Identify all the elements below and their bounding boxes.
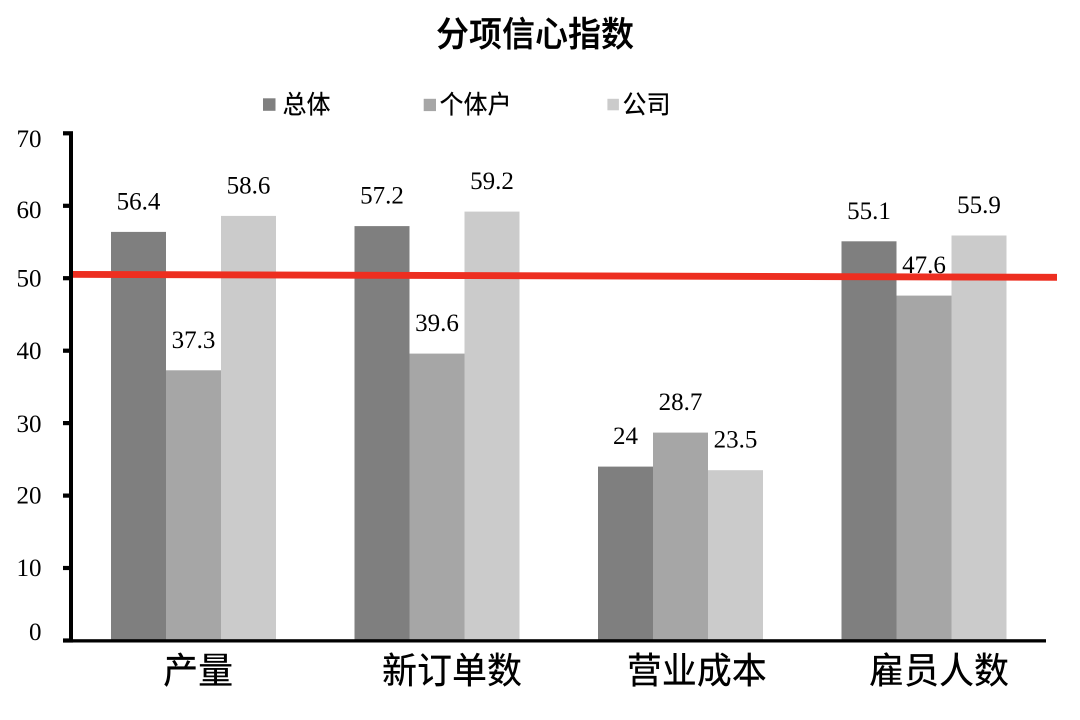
svg-text:57.2: 57.2 <box>360 183 404 210</box>
svg-text:47.6: 47.6 <box>902 252 946 279</box>
svg-text:39.6: 39.6 <box>415 310 459 337</box>
svg-text:50: 50 <box>17 266 42 293</box>
svg-text:40: 40 <box>17 338 42 365</box>
svg-text:30: 30 <box>17 411 42 438</box>
svg-text:10: 10 <box>17 555 42 582</box>
svg-text:59.2: 59.2 <box>470 168 514 195</box>
svg-text:37.3: 37.3 <box>172 327 216 354</box>
svg-text:55.1: 55.1 <box>847 198 891 225</box>
svg-text:0: 0 <box>29 619 42 646</box>
svg-text:20: 20 <box>17 483 42 510</box>
svg-text:56.4: 56.4 <box>117 188 161 215</box>
svg-text:60: 60 <box>17 197 42 224</box>
svg-text:28.7: 28.7 <box>659 389 703 416</box>
svg-text:70: 70 <box>17 126 42 153</box>
svg-text:23.5: 23.5 <box>714 427 758 454</box>
svg-text:55.9: 55.9 <box>957 192 1001 219</box>
svg-text:24: 24 <box>613 423 639 450</box>
svg-text:58.6: 58.6 <box>227 172 271 199</box>
